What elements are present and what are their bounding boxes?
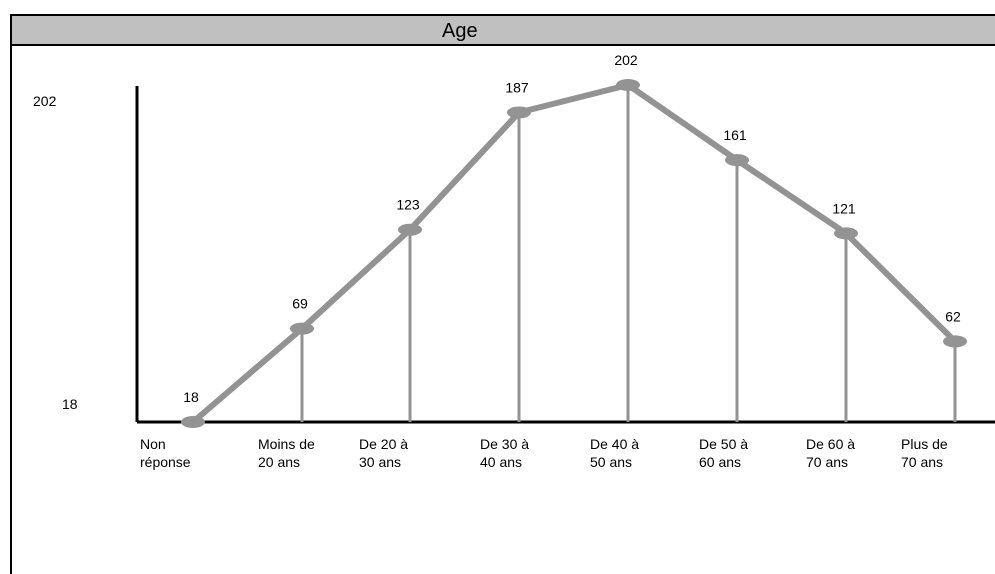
chart-title: Age	[442, 20, 478, 42]
y-tick-label-min: 18	[62, 396, 78, 412]
data-label: 123	[396, 197, 420, 213]
y-tick-label-max: 202	[33, 93, 57, 109]
data-label: 161	[723, 127, 747, 143]
data-point	[834, 227, 858, 240]
data-point	[181, 416, 205, 428]
x-category-label: Plus de 70 ans	[901, 436, 948, 470]
chart-frame: Age	[10, 14, 995, 574]
x-category-label: De 20 à 30 ans	[359, 436, 408, 470]
data-label: 187	[505, 79, 529, 95]
data-label: 202	[614, 52, 638, 68]
x-category-label: De 40 à 50 ans	[590, 436, 639, 470]
chart-plot: 202 18 18 69 123 187 202 161 121 62 Non réponse Moin…	[33, 52, 995, 470]
x-category-label: Moins de 20 ans	[258, 436, 315, 470]
data-label: 121	[832, 200, 856, 216]
data-point	[507, 106, 531, 119]
data-point	[398, 223, 422, 236]
data-point	[290, 322, 314, 335]
data-point	[616, 79, 640, 91]
data-label: 18	[183, 389, 199, 405]
x-category-label: Non réponse	[140, 436, 191, 470]
title-bar: Age	[12, 16, 995, 46]
data-point	[725, 154, 749, 167]
data-label: 69	[292, 296, 308, 312]
series-line	[191, 82, 958, 425]
x-category-label: De 50 à 60 ans	[699, 436, 748, 470]
x-category-label: De 60 à 70 ans	[806, 436, 855, 470]
x-category-label: De 30 à 40 ans	[480, 436, 529, 470]
data-point	[943, 335, 967, 348]
data-label: 62	[945, 308, 961, 324]
